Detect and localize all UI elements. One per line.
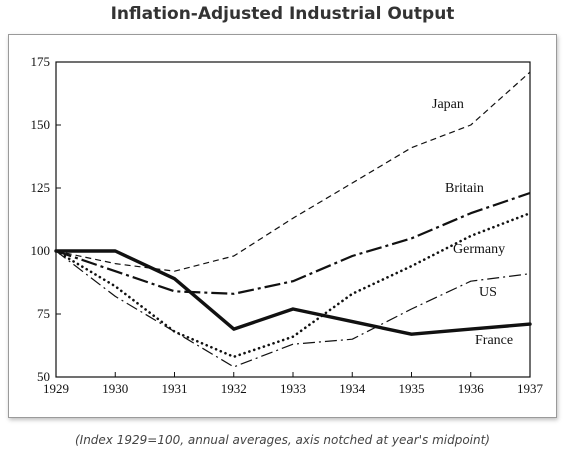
series-label-britain: Britain (445, 181, 484, 196)
y-tick-label: 150 (31, 117, 51, 132)
x-tick-label: 1931 (162, 381, 188, 396)
y-tick-label: 75 (37, 306, 50, 321)
x-tick-label: 1936 (458, 381, 485, 396)
series-line-britain (55, 191, 531, 295)
series-label-japan: Japan (432, 97, 464, 112)
chart-frame (8, 34, 557, 418)
y-tick-label: 175 (31, 54, 51, 69)
x-tick-label: 1934 (339, 381, 366, 396)
series-label-germany: Germany (453, 242, 505, 257)
x-tick-label: 1933 (280, 381, 306, 396)
chart-caption: (Index 1929=100, annual averages, axis n… (74, 433, 490, 447)
x-tick-label: 1937 (517, 381, 544, 396)
series-label-us: US (479, 285, 497, 300)
series-line-france (54, 249, 532, 336)
x-tick-label: 1932 (221, 381, 247, 396)
y-tick-label: 100 (31, 243, 51, 258)
series-line-japan (55, 71, 531, 272)
chart-title: Inflation-Adjusted Industrial Output (110, 4, 455, 24)
series-label-france: France (475, 333, 513, 348)
x-tick-label: 1935 (399, 381, 425, 396)
series-line-germany (54, 211, 532, 359)
x-tick-label: 1929 (43, 381, 69, 396)
y-tick-label: 125 (31, 180, 51, 195)
y-tick-label: 50 (37, 369, 50, 384)
x-tick-label: 1930 (102, 381, 128, 396)
series-line-us (55, 250, 531, 368)
